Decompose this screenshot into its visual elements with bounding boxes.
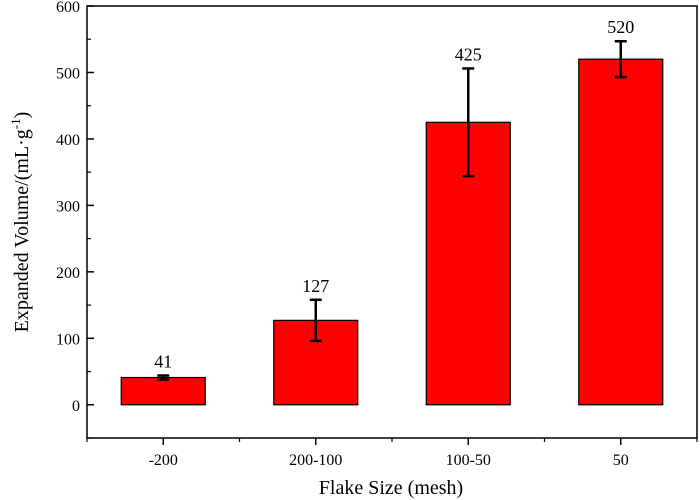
bar (578, 58, 664, 406)
y-tick-label: 100 (56, 331, 80, 348)
y-tick-label: 200 (56, 265, 80, 282)
data-label: 425 (455, 44, 482, 64)
y-axis-ticks: 0 100 200 300 400 500 600 (56, 0, 94, 439)
y-tick-label: 500 (56, 65, 80, 82)
x-tick-label: 50 (613, 452, 629, 469)
error-bars (157, 39, 627, 381)
data-labels: 41 127 425 520 (154, 17, 634, 371)
y-axis-title: Expanded Volume/(mL·g-1) (8, 112, 33, 333)
x-axis-ticks: -200 200-100 100-50 50 (86, 438, 698, 469)
y-tick-label: 600 (56, 0, 80, 16)
y-tick-label: 0 (72, 398, 80, 415)
y-axis-title-main: Expanded Volume/(mL·g (11, 129, 33, 332)
data-label: 127 (302, 276, 329, 296)
data-label: 41 (154, 352, 172, 372)
y-axis-title-end: ) (11, 112, 33, 119)
x-tick-label: 100-50 (446, 452, 491, 469)
bar (120, 376, 206, 406)
y-tick-label: 400 (56, 132, 80, 149)
y-axis-title-superscript: -1 (8, 118, 23, 129)
x-tick-label: 200-100 (289, 452, 342, 469)
x-tick-label: -200 (149, 452, 178, 469)
x-axis-title: Flake Size (mesh) (319, 477, 463, 499)
bars (120, 58, 664, 406)
data-label: 520 (607, 17, 634, 37)
y-tick-label: 300 (56, 198, 80, 215)
